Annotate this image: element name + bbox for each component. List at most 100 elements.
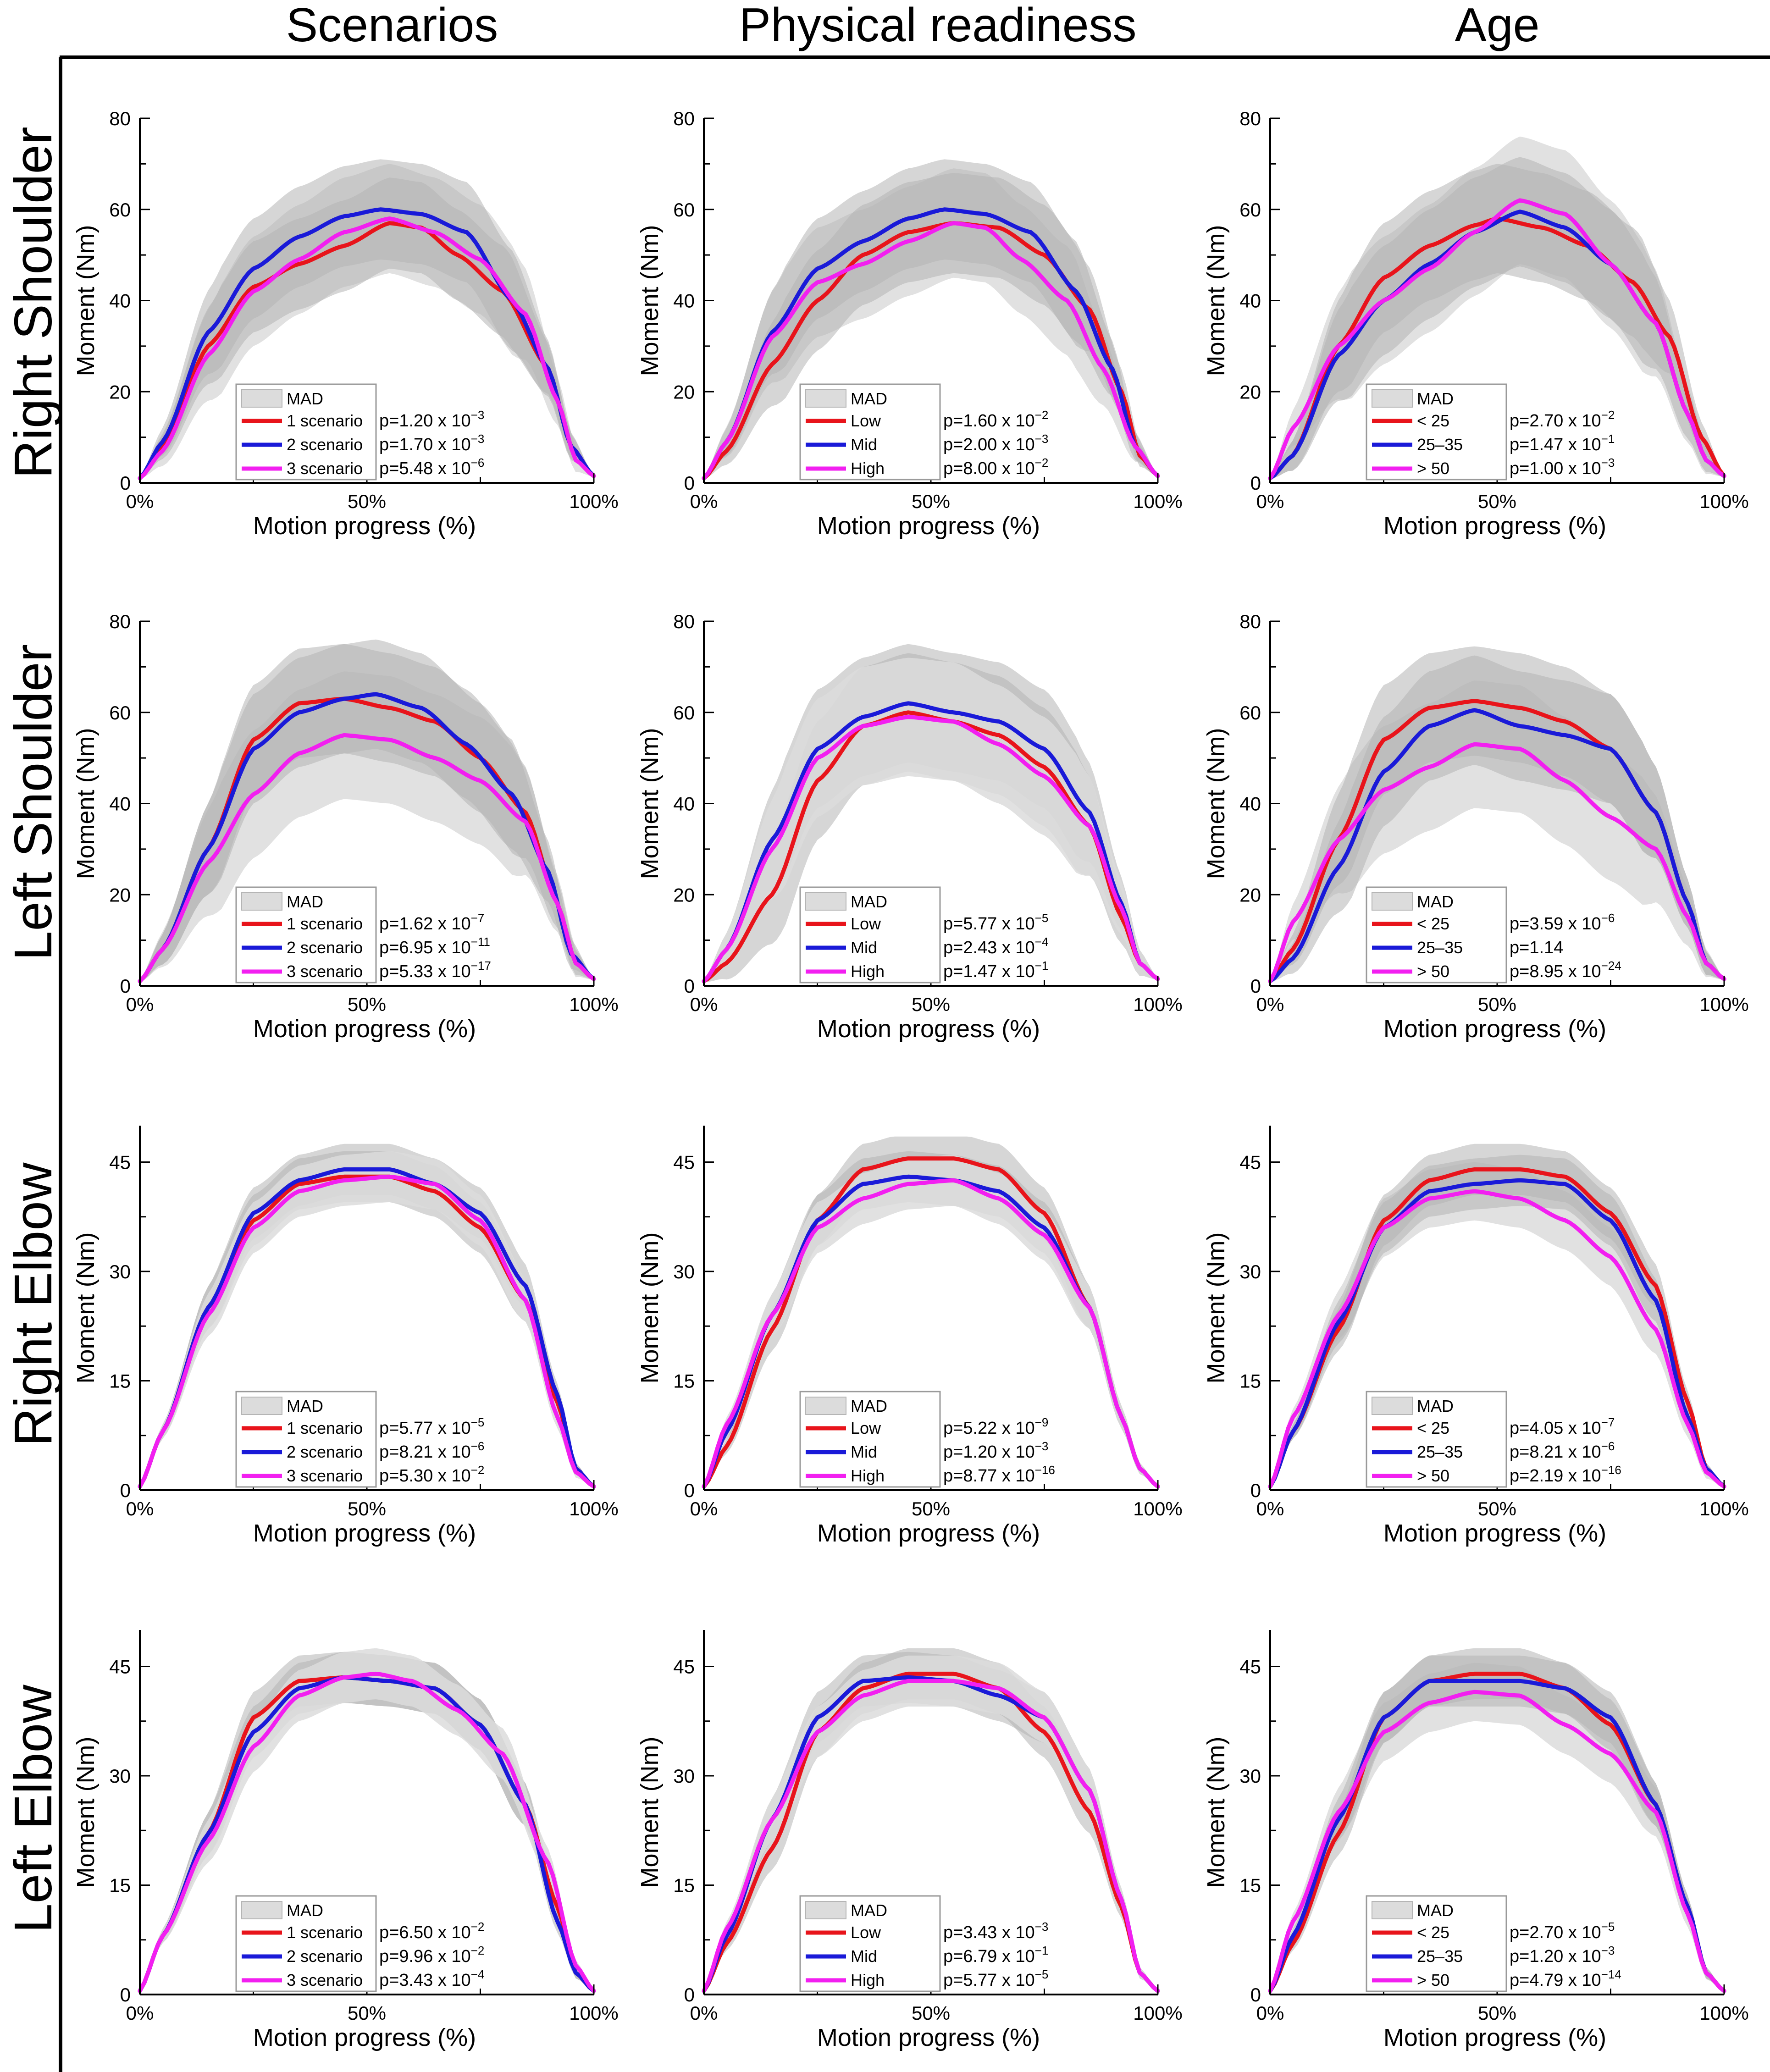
y-tick-label: 20 xyxy=(673,884,695,906)
y-tick-label: 30 xyxy=(673,1261,695,1282)
legend-mad-label: MAD xyxy=(287,1901,323,1920)
x-tick-label: 100% xyxy=(569,2002,618,2024)
y-tick-label: 0 xyxy=(1250,1984,1261,2006)
p-value-exponent: −5 xyxy=(1035,911,1049,925)
legend: MAD Low p=5.22 x 10−9 Mid p=1.20 x 10−3 High p… xyxy=(799,1391,1055,1488)
legend-label-1: Low xyxy=(851,914,881,933)
x-tick-label: 100% xyxy=(569,1498,618,1519)
p-value-2: p=9.96 x 10−2 xyxy=(379,1944,484,1966)
panel-le-phys: 0 15 30 45 0% 50% 100% Motion progress (%) Momen… xyxy=(636,1630,1183,2051)
x-axis-label: Motion progress (%) xyxy=(1383,2024,1606,2051)
legend-label-1: 1 scenario xyxy=(287,914,363,933)
p-value-2: p=2.43 x 10−4 xyxy=(943,935,1048,957)
x-tick-label: 50% xyxy=(912,1498,950,1519)
legend-box xyxy=(235,1895,377,1992)
mad-band-3 xyxy=(704,1655,1158,1991)
legend-label-2: 25–35 xyxy=(1417,1442,1463,1461)
p-value-2: p=8.21 x 10−6 xyxy=(379,1439,484,1462)
series-line-3 xyxy=(138,1671,596,1993)
p-value-exponent: −17 xyxy=(471,959,491,972)
series-line-2 xyxy=(1268,1178,1726,1489)
p-value-exponent: −6 xyxy=(1601,911,1615,925)
row-header-right-elbow: Right Elbow xyxy=(3,1162,63,1446)
x-tick-label: 0% xyxy=(1256,994,1284,1015)
series-line-2 xyxy=(1268,1679,1726,1993)
legend-label-3: > 50 xyxy=(1417,1466,1449,1485)
legend-mad-label: MAD xyxy=(851,1901,887,1920)
legend: MAD Low p=3.43 x 10−3 Mid p=6.79 x 10−1 High p… xyxy=(799,1895,1048,1992)
p-value-exponent: −3 xyxy=(1035,432,1049,446)
p-value-exponent: −3 xyxy=(1601,456,1615,470)
legend-mad-label: MAD xyxy=(287,892,323,911)
y-tick-label: 0 xyxy=(684,975,695,997)
x-axis-label: Motion progress (%) xyxy=(817,1015,1040,1043)
mad-band-2 xyxy=(1270,1655,1724,1991)
p-value-exponent: −5 xyxy=(471,1415,485,1429)
series-line-3 xyxy=(702,1178,1160,1489)
y-axis-label: Moment (Nm) xyxy=(72,728,100,879)
p-value-exponent: −3 xyxy=(1035,1439,1049,1453)
y-tick-label: 60 xyxy=(673,702,695,724)
series-line-3 xyxy=(1268,1690,1726,1993)
p-value-exponent: −3 xyxy=(1601,1944,1615,1957)
y-tick-label: 80 xyxy=(673,108,695,129)
y-tick-label: 0 xyxy=(684,1984,695,2006)
p-value-3: p=8.95 x 10−24 xyxy=(1510,959,1621,981)
legend-label-2: Mid xyxy=(851,938,877,957)
y-tick-label: 45 xyxy=(673,1656,695,1678)
y-tick-label: 0 xyxy=(120,975,131,997)
legend-mad-label: MAD xyxy=(851,389,887,408)
panel-ls-scen: 0 20 40 60 80 0% 50% 100% Motion progress (%) Mom… xyxy=(72,611,619,1043)
p-value-2: p=6.79 x 10−1 xyxy=(943,1944,1048,1966)
x-tick-label: 100% xyxy=(1699,2002,1748,2024)
x-tick-label: 50% xyxy=(1478,2002,1516,2024)
column-header-age: Age xyxy=(1455,0,1539,52)
p-value-exponent: −2 xyxy=(1035,456,1049,470)
legend-label-2: 25–35 xyxy=(1417,1947,1463,1966)
p-value-exponent: −3 xyxy=(471,408,485,422)
y-tick-label: 40 xyxy=(1239,290,1261,312)
y-tick-label: 30 xyxy=(1239,1765,1261,1787)
p-value-3: p=2.19 x 10−16 xyxy=(1510,1463,1621,1486)
series-line-2 xyxy=(702,701,1160,984)
y-tick-label: 20 xyxy=(109,381,131,403)
legend-mad-swatch xyxy=(241,389,282,408)
legend-mad-swatch xyxy=(805,1397,846,1415)
p-value-3: p=5.33 x 10−17 xyxy=(379,959,491,981)
p-value-2: p=1.47 x 10−1 xyxy=(1510,432,1615,454)
x-tick-label: 50% xyxy=(348,2002,386,2024)
mad-band-2 xyxy=(1270,157,1724,479)
series-line-2 xyxy=(702,207,1160,481)
legend-label-1: 1 scenario xyxy=(287,1419,363,1437)
p-value-exponent: −5 xyxy=(1601,1920,1615,1934)
y-tick-label: 60 xyxy=(1239,702,1261,724)
series-line-2 xyxy=(1268,708,1726,984)
x-tick-label: 100% xyxy=(569,491,618,512)
y-axis-label: Moment (Nm) xyxy=(636,1736,664,1888)
p-value-3: p=5.30 x 10−2 xyxy=(379,1463,484,1486)
p-value-exponent: −7 xyxy=(1601,1415,1615,1429)
series-line-3 xyxy=(702,715,1160,984)
legend: MAD 1 scenario p=5.77 x 10−5 2 scenario p=8.… xyxy=(235,1391,485,1488)
p-value-exponent: −4 xyxy=(1035,935,1049,949)
p-value-exponent: −2 xyxy=(471,1920,485,1934)
legend: MAD < 25 p=2.70 x 10−2 25–35 p=1.47 x 10−1 > … xyxy=(1366,383,1615,481)
y-tick-label: 30 xyxy=(1239,1261,1261,1282)
p-value-1: p=5.22 x 10−9 xyxy=(943,1415,1048,1438)
p-value-exponent: −1 xyxy=(1035,1944,1049,1957)
p-value-exponent: −4 xyxy=(471,1967,485,1981)
y-axis-label: Moment (Nm) xyxy=(1202,225,1230,376)
column-header-physical-readiness: Physical readiness xyxy=(739,0,1136,52)
x-axis-label: Motion progress (%) xyxy=(253,1015,476,1043)
legend: MAD Low p=5.77 x 10−5 Mid p=2.43 x 10−4 High p… xyxy=(799,886,1049,984)
y-tick-label: 15 xyxy=(673,1875,695,1896)
y-tick-label: 60 xyxy=(109,199,131,221)
series-line-1 xyxy=(702,1671,1160,1993)
mad-band-2 xyxy=(1270,655,1724,982)
legend-mad-label: MAD xyxy=(851,1397,887,1415)
legend-label-1: < 25 xyxy=(1417,1923,1449,1942)
x-axis-label: Motion progress (%) xyxy=(817,512,1040,540)
series-line-2 xyxy=(138,1675,596,1993)
p-value-exponent: −7 xyxy=(471,911,485,925)
legend-mad-swatch xyxy=(805,892,846,911)
